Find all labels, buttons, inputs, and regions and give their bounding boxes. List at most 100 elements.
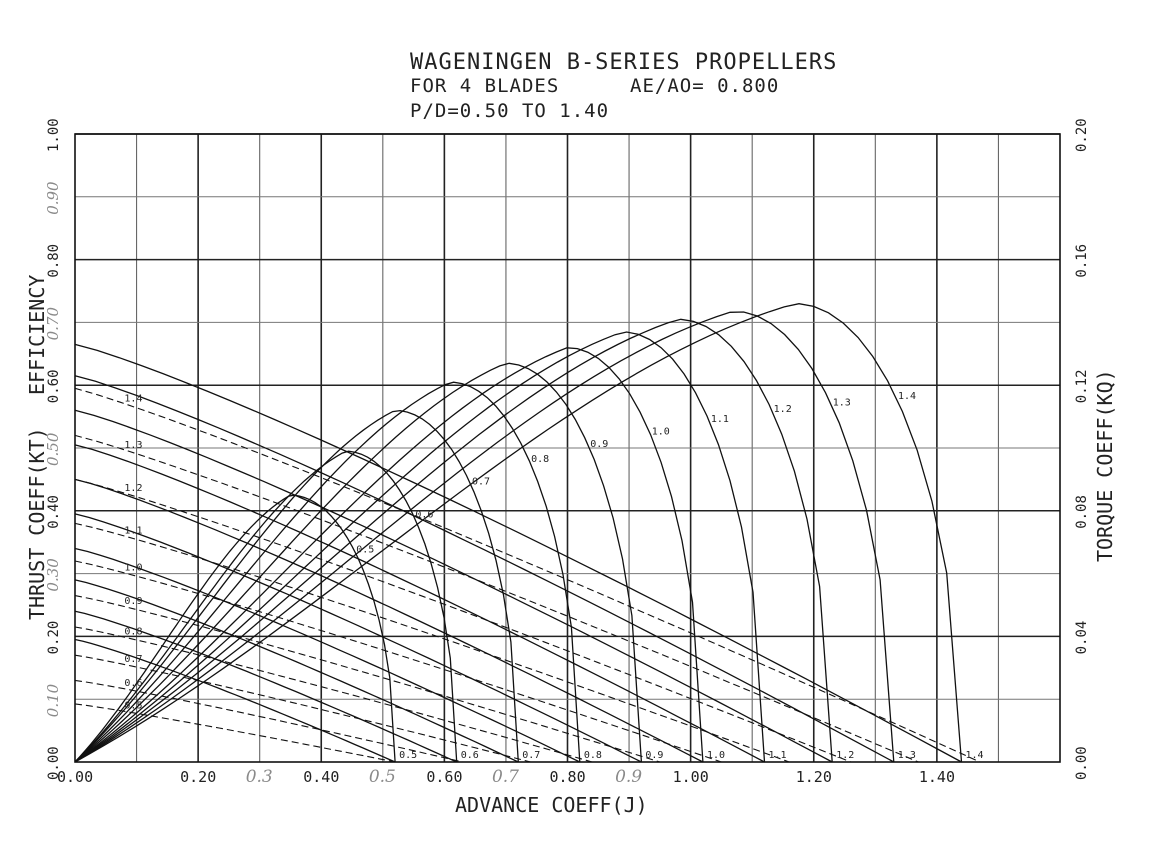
efficiency-curve-label: 0.6 bbox=[415, 509, 433, 520]
chart-subtitle-area-ratio: AE/AO= 0.800 bbox=[630, 75, 780, 97]
kq-curve-label: 0.6 bbox=[124, 678, 142, 689]
y-right-tick-label: 0.20 bbox=[1074, 118, 1090, 152]
efficiency-curve bbox=[74, 318, 833, 763]
kq-curve bbox=[74, 595, 660, 763]
y-right-tick-label: 0.08 bbox=[1074, 495, 1090, 529]
chart-subtitle-blades: FOR 4 BLADES bbox=[410, 75, 560, 97]
y-left-tick-label: 0.80 bbox=[46, 244, 62, 278]
efficiency-curve-label: 1.3 bbox=[833, 397, 851, 408]
efficiency-curve bbox=[74, 362, 643, 763]
chart-title: WAGENINGEN B-SERIES PROPELLERS bbox=[410, 50, 838, 75]
kt-curve-label: 0.9 bbox=[645, 750, 663, 761]
handwritten-y-tick: 0.30 bbox=[44, 558, 62, 592]
kt-curve-label: 1.2 bbox=[836, 750, 854, 761]
efficiency-curve bbox=[74, 494, 396, 763]
kt-curve-label: 0.8 bbox=[584, 750, 602, 761]
kt-curve bbox=[74, 513, 642, 763]
kt-curve bbox=[74, 375, 895, 763]
handwritten-y-tick: 0.70 bbox=[44, 307, 62, 341]
y-left-tick-label: 0.20 bbox=[46, 621, 62, 655]
y-left-tick-label: 1.00 bbox=[46, 118, 62, 152]
efficiency-curve-label: 0.7 bbox=[472, 477, 490, 488]
kt-curve-label: 1.3 bbox=[898, 750, 916, 761]
handwritten-x-tick: 0.9 bbox=[615, 767, 642, 787]
efficiency-curve-label: 0.8 bbox=[531, 454, 549, 465]
kt-curve bbox=[74, 409, 833, 763]
kt-curve-label: 0.6 bbox=[461, 750, 479, 761]
handwritten-x-tick: 0.5 bbox=[369, 767, 396, 787]
handwritten-x-tick: 0.3 bbox=[246, 767, 273, 787]
handwritten-y-tick: 0.50 bbox=[44, 432, 62, 466]
x-tick-label: 0.60 bbox=[426, 768, 462, 786]
kq-curve bbox=[74, 654, 531, 763]
kq-curve bbox=[74, 560, 722, 763]
curve-group bbox=[74, 303, 981, 763]
kt-curve bbox=[74, 444, 765, 763]
efficiency-curve-label: 1.4 bbox=[898, 391, 916, 402]
y-axis-title-kq: TORQUE COEFF(KQ) bbox=[1093, 369, 1117, 562]
kq-curve-label: 0.9 bbox=[124, 596, 142, 607]
grid bbox=[75, 133, 1060, 762]
kq-curve-label: 1.4 bbox=[124, 394, 142, 405]
kt-curve bbox=[74, 579, 519, 763]
kq-curve-label: 0.5 bbox=[124, 700, 142, 711]
efficiency-curve bbox=[74, 381, 581, 763]
kq-curve bbox=[74, 703, 396, 763]
efficiency-curve-label: 1.2 bbox=[774, 404, 792, 415]
handwritten-y-tick: 0.10 bbox=[44, 683, 62, 717]
kt-curve-label: 0.7 bbox=[522, 750, 540, 761]
kq-curve bbox=[74, 626, 593, 763]
handwritten-x-tick: 0.7 bbox=[492, 767, 519, 787]
y-right-tick-label: 0.04 bbox=[1074, 621, 1090, 655]
kq-curve bbox=[74, 387, 981, 763]
y-right-tick-label: 0.00 bbox=[1074, 746, 1090, 780]
y-left-tick-label: 0.00 bbox=[46, 746, 62, 780]
efficiency-curve-label: 1.1 bbox=[711, 414, 729, 425]
y-left-tick-label: 0.60 bbox=[46, 369, 62, 403]
kt-curve bbox=[74, 478, 704, 763]
kq-curve-label: 1.1 bbox=[124, 526, 142, 537]
kt-curve bbox=[74, 638, 396, 763]
efficiency-curve-label: 0.5 bbox=[356, 544, 374, 555]
kt-curve-label: 1.0 bbox=[707, 750, 725, 761]
kq-curve-label: 1.2 bbox=[124, 483, 142, 494]
handwritten-y-tick: 0.90 bbox=[44, 181, 62, 215]
efficiency-curve bbox=[74, 409, 519, 763]
efficiency-curve bbox=[74, 347, 704, 763]
x-tick-label: 0.80 bbox=[550, 768, 586, 786]
kq-curve-label: 1.3 bbox=[124, 440, 142, 451]
kt-curve-label: 1.1 bbox=[769, 750, 787, 761]
kt-curve-label: 1.4 bbox=[966, 750, 984, 761]
x-tick-label: 0.00 bbox=[57, 768, 93, 786]
x-tick-label: 1.40 bbox=[919, 768, 955, 786]
kt-curve bbox=[74, 343, 962, 763]
kt-curve bbox=[74, 547, 581, 763]
x-tick-label: 1.20 bbox=[796, 768, 832, 786]
kq-curve bbox=[74, 679, 463, 763]
kt-curve-label: 0.5 bbox=[399, 750, 417, 761]
kq-curve-label: 0.8 bbox=[124, 627, 142, 638]
kq-curve bbox=[74, 434, 919, 763]
y-right-tick-label: 0.12 bbox=[1074, 369, 1090, 403]
efficiency-curve-label: 0.9 bbox=[590, 439, 608, 450]
kq-curve-label: 1.0 bbox=[124, 563, 142, 574]
x-tick-label: 1.00 bbox=[673, 768, 709, 786]
y-left-tick-label: 0.40 bbox=[46, 495, 62, 529]
chart-subtitle-pitch-range: P/D=0.50 TO 1.40 bbox=[410, 100, 610, 122]
kq-curve bbox=[74, 478, 851, 763]
kq-curve-label: 0.7 bbox=[124, 654, 142, 665]
y-right-tick-label: 0.16 bbox=[1074, 244, 1090, 278]
kq-curve bbox=[74, 522, 790, 763]
efficiency-curve bbox=[74, 303, 963, 763]
y-axis-title-kt: THRUST COEFF(KT) bbox=[25, 427, 49, 620]
efficiency-curve-label: 1.0 bbox=[652, 426, 670, 437]
plot-frame bbox=[74, 133, 1061, 763]
x-tick-label: 0.40 bbox=[303, 768, 339, 786]
x-axis-title: ADVANCE COEFF(J) bbox=[455, 793, 648, 817]
y-axis-title-efficiency: EFFICIENCY bbox=[25, 275, 49, 395]
efficiency-curve bbox=[74, 331, 766, 763]
efficiency-curve bbox=[74, 450, 458, 763]
x-tick-label: 0.20 bbox=[180, 768, 216, 786]
